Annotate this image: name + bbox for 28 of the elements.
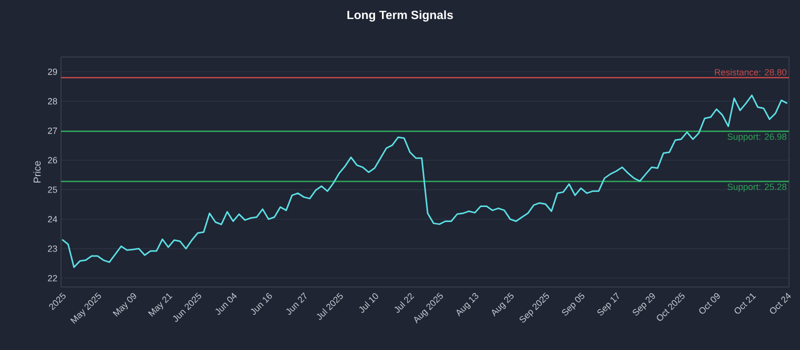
y-tick-label: 27: [48, 128, 58, 134]
x-tick-label: Jun 27: [286, 292, 306, 315]
ref-line-label: Resistance: 28.80: [714, 68, 786, 76]
y-tick-label: 23: [48, 245, 58, 252]
x-tick-label: Jun 04: [215, 292, 237, 315]
chart-title: Long Term Signals: [347, 10, 453, 22]
x-tick-label: Aug 25: [492, 292, 514, 316]
x-tick-label: Jun 16: [250, 293, 272, 315]
ref-line-label: Support: 25.28: [728, 184, 786, 192]
x-tick-label: May 09: [112, 293, 136, 317]
x-tick-label: Oct 24: [770, 292, 791, 314]
y-tick-label: 22: [48, 275, 58, 282]
x-tick-label: Aug 13: [456, 293, 478, 316]
x-tick-label: Jul 10: [359, 293, 378, 313]
x-tick-label: Oct 09: [699, 293, 720, 314]
y-tick-label: 24: [48, 216, 58, 222]
x-tick-label: Jul 22: [394, 293, 414, 313]
y-axis-title: Price: [33, 161, 41, 183]
x-tick-label: May 21: [148, 293, 172, 317]
ref-line-label: Support: 26.98: [728, 133, 786, 142]
y-tick-label: 29: [48, 68, 58, 75]
x-tick-label: Sep 05: [562, 292, 584, 316]
x-tick-label: Oct 21: [734, 293, 756, 314]
y-tick-label: 28: [48, 98, 58, 104]
x-tick-label: Sep 17: [597, 292, 619, 316]
y-tick-label: 25: [48, 186, 58, 193]
x-tick-label: Sep 29: [632, 293, 655, 316]
y-tick-label: 26: [48, 157, 58, 164]
